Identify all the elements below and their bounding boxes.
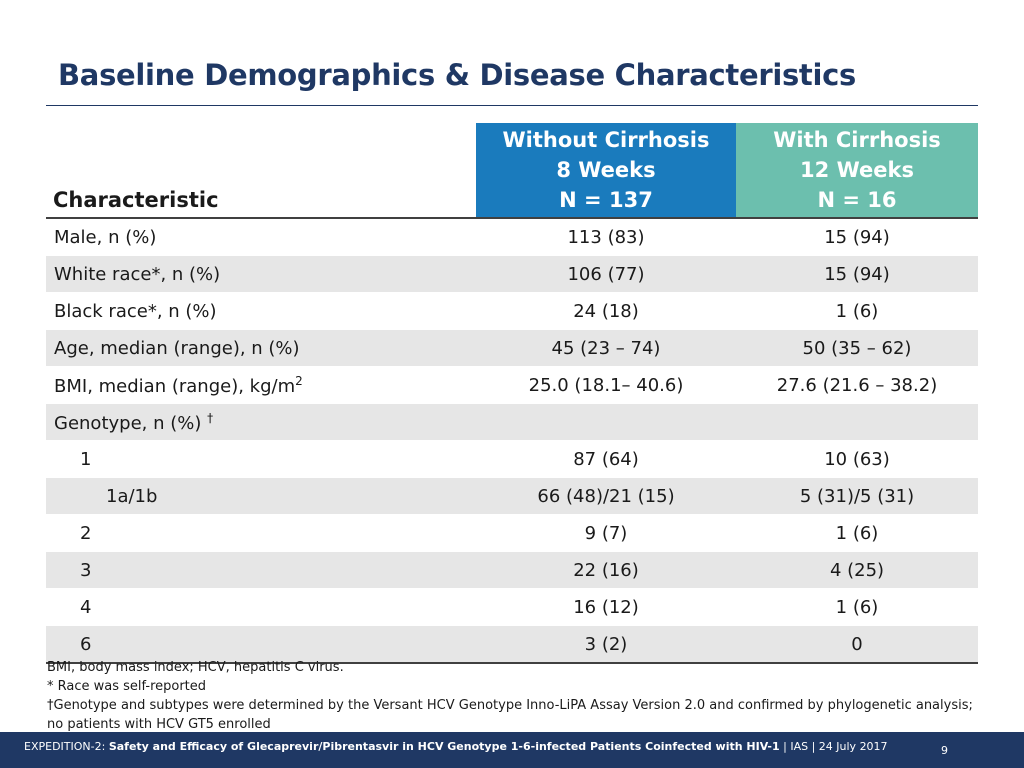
with-cirrhosis-value: 1 (6) bbox=[736, 514, 978, 552]
with-cirrhosis-value: 10 (63) bbox=[736, 440, 978, 478]
footer-meeting: | IAS | 24 July 2017 bbox=[779, 740, 888, 753]
footer-subtitle: Safety and Efficacy of Glecaprevir/Pibre… bbox=[108, 740, 780, 753]
without-cirrhosis-value: 24 (18) bbox=[476, 292, 736, 330]
footnotes: BMI, body mass index; HCV, hepatitis C v… bbox=[47, 658, 977, 734]
without-cirrhosis-value: 22 (16) bbox=[476, 551, 736, 589]
row-label: 6 bbox=[46, 625, 476, 664]
footer-study: EXPEDITION-2: bbox=[24, 740, 109, 753]
without-cirrhosis-value: 66 (48)/21 (15) bbox=[476, 477, 736, 515]
without-cirrhosis-value: 9 (7) bbox=[476, 514, 736, 552]
footnote-genotype-continued: no patients with HCV GT5 enrolled bbox=[47, 717, 271, 732]
without-cirrhosis-value: 113 (83) bbox=[476, 218, 736, 256]
with-cirrhosis-value: 27.6 (21.6 – 38.2) bbox=[736, 366, 978, 404]
row-label: 3 bbox=[46, 551, 476, 589]
table-row: BMI, median (range), kg/m2 25.0 (18.1– 4… bbox=[46, 366, 978, 404]
with-cirrhosis-value bbox=[736, 403, 978, 441]
table-row: 3 22 (16) 4 (25) bbox=[46, 551, 978, 589]
row-label: Black race*, n (%) bbox=[46, 292, 476, 330]
table-row: 4 16 (12) 1 (6) bbox=[46, 588, 978, 626]
row-label: Male, n (%) bbox=[46, 218, 476, 256]
slide-title: Baseline Demographics & Disease Characte… bbox=[58, 58, 856, 92]
row-label: White race*, n (%) bbox=[46, 255, 476, 293]
without-cirrhosis-value: 16 (12) bbox=[476, 588, 736, 626]
characteristic-header: Characteristic bbox=[46, 123, 476, 219]
footnote-genotype: †Genotype and subtypes were determined b… bbox=[47, 698, 973, 713]
row-label: 4 bbox=[46, 588, 476, 626]
footnote-abbreviations: BMI, body mass index; HCV, hepatitis C v… bbox=[47, 660, 344, 675]
table-header-row: Characteristic Without Cirrhosis 8 Weeks… bbox=[46, 123, 978, 219]
table-row: Black race*, n (%) 24 (18) 1 (6) bbox=[46, 292, 978, 330]
without-cirrhosis-value: 25.0 (18.1– 40.6) bbox=[476, 366, 736, 404]
page-number: 9 bbox=[941, 744, 948, 757]
table-row: 2 9 (7) 1 (6) bbox=[46, 514, 978, 552]
table-row: Age, median (range), n (%) 45 (23 – 74) … bbox=[46, 329, 978, 367]
group1-title: Without Cirrhosis bbox=[502, 128, 710, 152]
footer-citation: EXPEDITION-2: Safety and Efficacy of Gle… bbox=[24, 740, 888, 753]
with-cirrhosis-value: 4 (25) bbox=[736, 551, 978, 589]
title-divider bbox=[46, 105, 978, 106]
footnote-race: * Race was self-reported bbox=[47, 679, 207, 694]
row-label: 1a/1b bbox=[46, 477, 476, 515]
with-cirrhosis-value: 1 (6) bbox=[736, 292, 978, 330]
superscript: 2 bbox=[295, 373, 303, 388]
with-cirrhosis-value: 0 bbox=[736, 625, 978, 664]
superscript: † bbox=[207, 410, 214, 425]
row-label: 2 bbox=[46, 514, 476, 552]
without-cirrhosis-value: 87 (64) bbox=[476, 440, 736, 478]
row-label: Age, median (range), n (%) bbox=[46, 329, 476, 367]
row-label: Genotype, n (%) bbox=[54, 412, 202, 434]
with-cirrhosis-value: 15 (94) bbox=[736, 255, 978, 293]
with-cirrhosis-value: 1 (6) bbox=[736, 588, 978, 626]
without-cirrhosis-value: 45 (23 – 74) bbox=[476, 329, 736, 367]
table-row: Male, n (%) 113 (83) 15 (94) bbox=[46, 218, 978, 256]
row-label: 1 bbox=[46, 440, 476, 478]
table-row: Genotype, n (%) † bbox=[46, 403, 978, 441]
group1-duration: 8 Weeks bbox=[556, 158, 656, 182]
table-row: White race*, n (%) 106 (77) 15 (94) bbox=[46, 255, 978, 293]
with-cirrhosis-header: With Cirrhosis 12 Weeks N = 16 bbox=[736, 123, 978, 219]
row-label-cell: BMI, median (range), kg/m2 bbox=[46, 366, 476, 404]
row-label-cell: Genotype, n (%) † bbox=[46, 403, 476, 441]
footer-bar: EXPEDITION-2: Safety and Efficacy of Gle… bbox=[0, 732, 1024, 768]
without-cirrhosis-value bbox=[476, 403, 736, 441]
row-label: BMI, median (range), kg/m bbox=[54, 375, 296, 397]
with-cirrhosis-value: 5 (31)/5 (31) bbox=[736, 477, 978, 515]
without-cirrhosis-header: Without Cirrhosis 8 Weeks N = 137 bbox=[476, 123, 736, 219]
group2-n: N = 16 bbox=[817, 188, 897, 212]
table-row: 1 87 (64) 10 (63) bbox=[46, 440, 978, 478]
group2-title: With Cirrhosis bbox=[773, 128, 941, 152]
demographics-table: Characteristic Without Cirrhosis 8 Weeks… bbox=[46, 123, 978, 664]
table-row: 1a/1b 66 (48)/21 (15) 5 (31)/5 (31) bbox=[46, 477, 978, 515]
without-cirrhosis-value: 106 (77) bbox=[476, 255, 736, 293]
with-cirrhosis-value: 15 (94) bbox=[736, 218, 978, 256]
without-cirrhosis-value: 3 (2) bbox=[476, 625, 736, 664]
group2-duration: 12 Weeks bbox=[800, 158, 914, 182]
group1-n: N = 137 bbox=[559, 188, 653, 212]
table-row: 6 3 (2) 0 bbox=[46, 625, 978, 664]
with-cirrhosis-value: 50 (35 – 62) bbox=[736, 329, 978, 367]
